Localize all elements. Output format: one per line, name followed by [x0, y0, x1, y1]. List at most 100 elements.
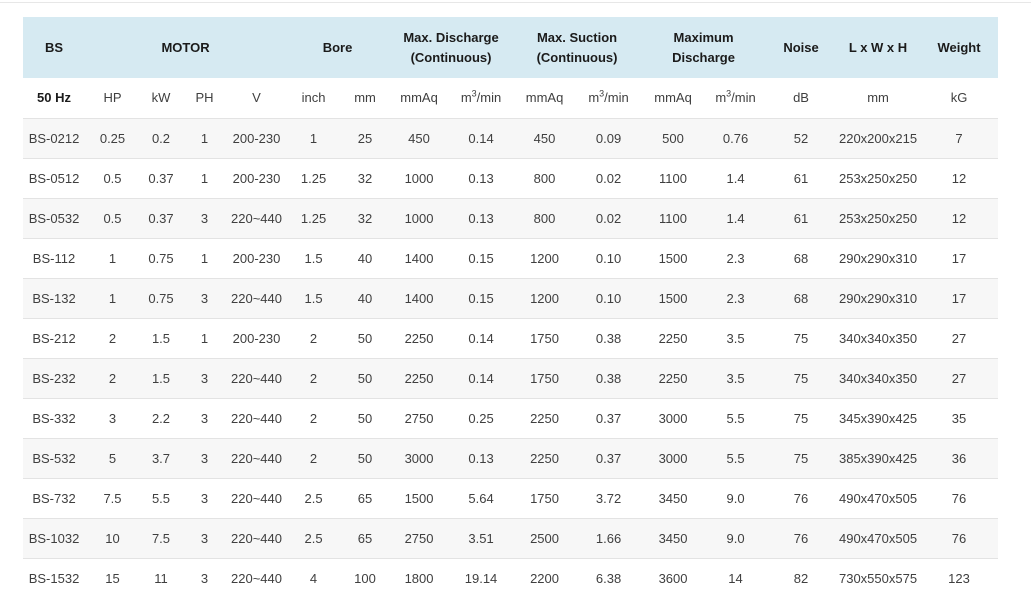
unit-header: dB — [766, 78, 837, 119]
unit-header: inch — [286, 78, 342, 119]
table-cell: 2.3 — [705, 278, 767, 319]
table-cell: BS-0212 — [23, 118, 85, 159]
table-cell: 1100 — [641, 198, 706, 239]
table-cell: 1.5 — [286, 238, 342, 279]
table-cell: 3000 — [389, 438, 450, 479]
table-cell: 200-230 — [227, 318, 287, 359]
table-cell: 2 — [85, 318, 140, 359]
table-cell: 7.5 — [140, 518, 182, 559]
table-cell: 7 — [920, 118, 999, 159]
table-cell: 0.02 — [576, 158, 642, 199]
table-cell: 220~440 — [227, 358, 287, 399]
table-cell: 3450 — [641, 518, 706, 559]
table-cell: 35 — [920, 398, 999, 439]
table-cell: 253x250x250 — [836, 158, 921, 199]
table-cell: 500 — [641, 118, 706, 159]
table-cell: 17 — [920, 278, 999, 319]
table-cell: 0.15 — [449, 278, 514, 319]
table-cell: 3.51 — [449, 518, 514, 559]
superscript: 3 — [471, 88, 477, 99]
table-cell: 3 — [200, 570, 209, 586]
table-cell: 61 — [766, 158, 837, 199]
table-cell: 3.7 — [140, 438, 182, 479]
unit-header: kG — [920, 78, 999, 119]
table-cell: 1000 — [389, 158, 450, 199]
table-header: BS MOTOR Bore Max. Discharge (Continuous) Ma… — [23, 17, 999, 119]
table-cell: 200-230 — [227, 158, 287, 199]
table-cell: BS-532 — [23, 438, 85, 479]
table-cell: BS-212 — [23, 318, 85, 359]
table-cell: 4 — [309, 570, 318, 586]
table-cell: 40 — [341, 238, 390, 279]
table-cell: 14 — [728, 570, 743, 586]
table-cell: 1750 — [513, 478, 577, 519]
table-cell: 1.25 — [286, 158, 342, 199]
table-cell: 68 — [766, 278, 837, 319]
table-cell: 3000 — [641, 398, 706, 439]
table-cell: 1750 — [513, 318, 577, 359]
table-cell: 0.2 — [140, 118, 182, 159]
table-row: BS-732 7.5 5.5 3 220~440 2.5 65 1500 5.64 1750 3.7… — [23, 478, 999, 519]
table-cell: 800 — [513, 198, 577, 239]
table-cell: 450 — [513, 118, 577, 159]
table-cell: 2 — [85, 358, 140, 399]
table-cell: 0.25 — [449, 398, 514, 439]
table-cell: BS-0512 — [23, 158, 85, 199]
table-cell: 0.14 — [449, 118, 514, 159]
table-cell: 340x340x350 — [836, 358, 921, 399]
table-cell: 0.37 — [576, 438, 642, 479]
table-cell: 2750 — [389, 518, 450, 559]
table-cell: 17 — [920, 238, 999, 279]
table-cell: 345x390x425 — [836, 398, 921, 439]
table-cell: 220~440 — [231, 570, 282, 586]
table-cell: 2.5 — [286, 518, 342, 559]
table-cell: 0.13 — [449, 438, 514, 479]
table-cell: 0.09 — [576, 118, 642, 159]
table-cell: 3 — [182, 438, 227, 479]
table-cell: 1 — [85, 238, 140, 279]
table-cell: 75 — [766, 438, 837, 479]
table-cell: 12 — [920, 158, 999, 199]
group-header-max-suction-continuous: Max. Suction (Continuous) — [513, 17, 642, 78]
unit-header: mm — [341, 78, 390, 119]
table-cell: 1 — [182, 238, 227, 279]
table-cell: 2250 — [513, 398, 577, 439]
unit-header: m3/min — [705, 78, 767, 119]
table-cell: 0.10 — [576, 278, 642, 319]
unit-header: PH — [182, 78, 227, 119]
table-cell: 5.64 — [449, 478, 514, 519]
table-cell: 0.14 — [449, 318, 514, 359]
table-cell: 1 — [182, 118, 227, 159]
group-header-bore: Bore — [286, 17, 390, 78]
table-cell: 1750 — [513, 358, 577, 399]
table-cell: 220~440 — [227, 198, 287, 239]
table-cell: 220~440 — [227, 518, 287, 559]
table-cell: 3 — [182, 478, 227, 519]
table-cell: 2250 — [641, 318, 706, 359]
table-row: BS-332 3 2.2 3 220~440 2 50 2750 0.25 2250 0.37 300… — [23, 398, 999, 439]
table-cell: BS-1032 — [23, 518, 85, 559]
table-row: BS-0512 0.5 0.37 1 200-230 1.25 32 1000 0.13 800 0… — [23, 158, 999, 199]
group-header-max-discharge-continuous: Max. Discharge (Continuous) — [389, 17, 514, 78]
unit-header: mm — [836, 78, 921, 119]
table-cell: 32 — [341, 158, 390, 199]
table-cell: 0.37 — [140, 158, 182, 199]
table-cell: 1200 — [513, 278, 577, 319]
table-cell: 2250 — [389, 358, 450, 399]
table-row: BS-132 1 0.75 3 220~440 1.5 40 1400 0.15 1200 0.10… — [23, 278, 999, 319]
table-cell: 1.5 — [140, 358, 182, 399]
table-cell: 0.38 — [576, 318, 642, 359]
table-cell: 5 — [85, 438, 140, 479]
table-cell: 0.13 — [449, 198, 514, 239]
table-cell: 220~440 — [227, 438, 287, 479]
table-cell: BS-132 — [23, 278, 85, 319]
table-row: BS-1532 15 11 3 220~440 4 100 1800 19.14 2200 6.38… — [23, 558, 999, 598]
table-cell: 82 — [793, 570, 809, 586]
table-cell: 61 — [766, 198, 837, 239]
table-cell: 36 — [920, 438, 999, 479]
group-header-maximum-discharge: Maximum Discharge — [641, 17, 767, 78]
table-cell: 1.25 — [286, 198, 342, 239]
unit-header: m3/min — [576, 78, 642, 119]
table-cell: 1000 — [389, 198, 450, 239]
